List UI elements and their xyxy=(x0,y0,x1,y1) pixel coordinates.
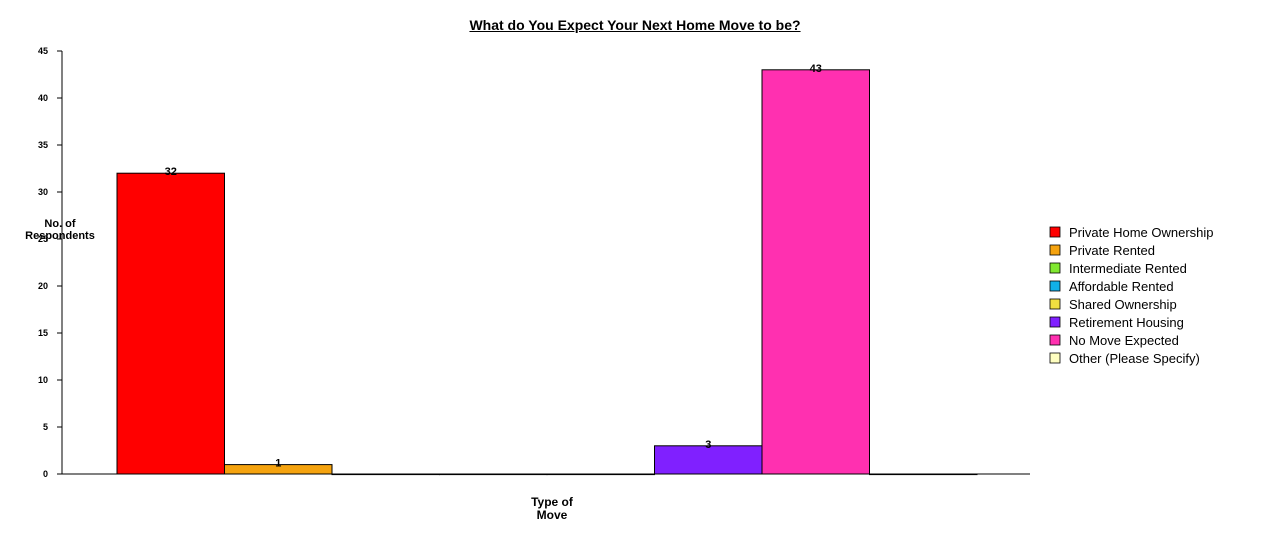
legend-label: Private Home Ownership xyxy=(1069,225,1214,240)
y-tick-label: 40 xyxy=(38,93,48,103)
y-tick-label: 20 xyxy=(38,281,48,291)
bar xyxy=(761,69,870,475)
chart-title: What do You Expect Your Next Home Move t… xyxy=(469,17,801,33)
y-tick-label: 5 xyxy=(43,422,48,432)
legend-swatch xyxy=(1049,298,1061,310)
bar xyxy=(116,172,225,475)
data-label: 1 xyxy=(275,458,281,470)
data-label: 32 xyxy=(165,166,177,178)
legend-label: Shared Ownership xyxy=(1069,297,1177,312)
legend-label: Private Rented xyxy=(1069,243,1155,258)
legend-label: No Move Expected xyxy=(1069,333,1179,348)
legend-label: Retirement Housing xyxy=(1069,315,1184,330)
y-tick-label: 30 xyxy=(38,187,48,197)
legend-swatch xyxy=(1049,244,1061,256)
legend-swatch xyxy=(1049,226,1061,238)
legend-swatch xyxy=(1049,352,1061,364)
legend-swatch xyxy=(1049,316,1061,328)
legend-label: Affordable Rented xyxy=(1069,279,1174,294)
y-tick-label: 10 xyxy=(38,375,48,385)
data-label: 3 xyxy=(705,439,711,451)
data-label: 43 xyxy=(810,63,822,75)
legend-swatch xyxy=(1049,262,1061,274)
y-tick-label: 35 xyxy=(38,140,48,150)
legend-label: Other (Please Specify) xyxy=(1069,351,1200,366)
y-tick-label: 25 xyxy=(38,234,48,244)
y-tick-label: 15 xyxy=(38,328,48,338)
y-tick-label: 0 xyxy=(43,469,48,479)
x-axis-label: Type of Move xyxy=(531,495,573,522)
y-tick-label: 45 xyxy=(38,46,48,56)
legend-swatch xyxy=(1049,334,1061,346)
legend-label: Intermediate Rented xyxy=(1069,261,1187,276)
y-axis-label: No. of Respondents xyxy=(25,218,95,242)
legend-swatch xyxy=(1049,280,1061,292)
